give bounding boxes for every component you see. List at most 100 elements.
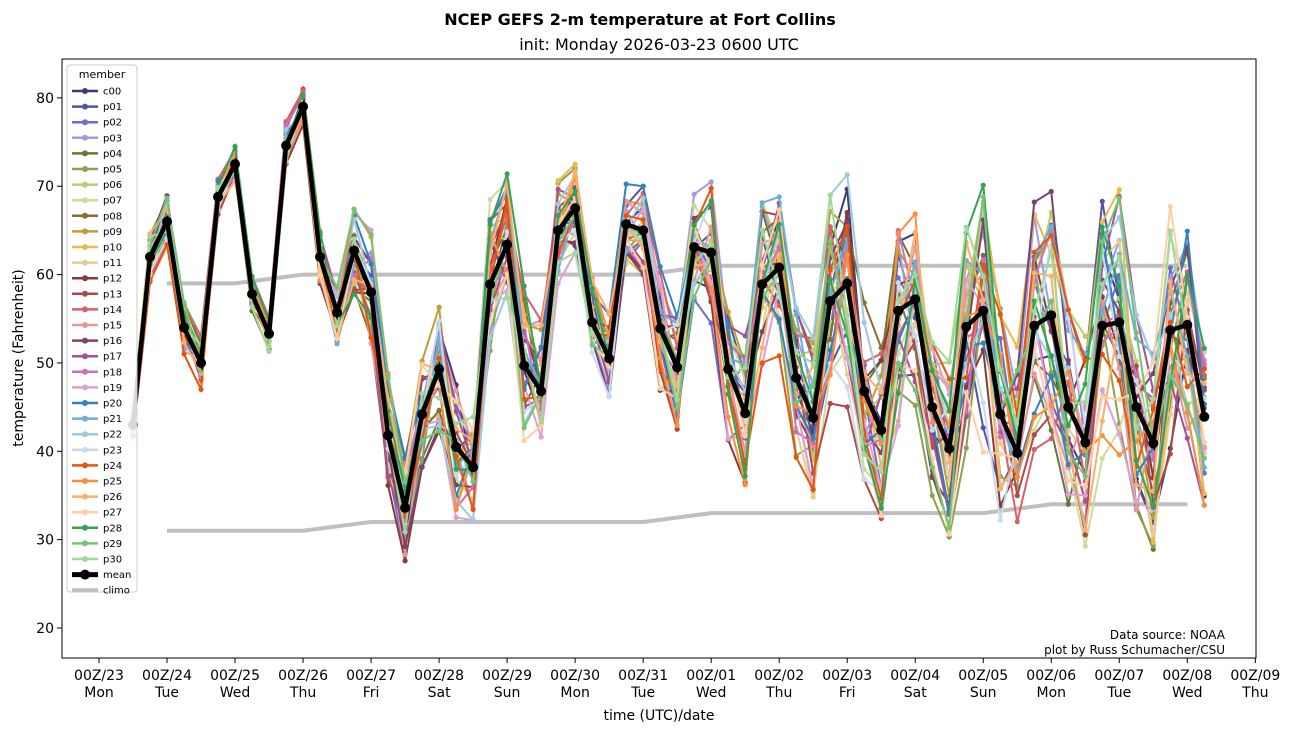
- mean-line: [130, 98, 1207, 509]
- x-tick-label: 00Z/06: [1026, 668, 1076, 684]
- member-point: [504, 171, 510, 177]
- member-point: [1150, 539, 1156, 545]
- member-point: [538, 344, 544, 350]
- member-point: [759, 262, 765, 268]
- member-point: [1082, 484, 1088, 490]
- member-point: [912, 402, 918, 408]
- legend-marker-p26: [82, 493, 88, 500]
- legend-marker-p13: [82, 290, 88, 297]
- member-point: [776, 303, 782, 309]
- mean-point: [1131, 402, 1142, 413]
- mean-point: [162, 216, 173, 227]
- member-point: [436, 355, 442, 361]
- y-tick-label: 20: [36, 621, 54, 637]
- legend-label-climo: climo: [103, 586, 130, 597]
- mean-point: [774, 262, 785, 273]
- member-point: [895, 390, 901, 396]
- mean-point: [723, 364, 734, 375]
- legend-label-p25: p25: [103, 477, 122, 488]
- member-point: [266, 348, 272, 355]
- member-point: [844, 404, 850, 410]
- mean-point: [740, 408, 751, 419]
- member-point: [1167, 228, 1173, 234]
- mean-point: [179, 322, 190, 333]
- legend-label-p17: p17: [103, 352, 122, 363]
- climo-low-line: [167, 502, 1188, 533]
- member-point: [164, 195, 170, 201]
- mean-point: [451, 441, 462, 452]
- member-point: [538, 423, 544, 429]
- member-point: [759, 329, 765, 335]
- member-point: [1201, 366, 1207, 372]
- member-point: [912, 367, 918, 374]
- member-point: [657, 355, 663, 361]
- member-point: [1082, 532, 1088, 538]
- member-point: [946, 477, 952, 484]
- member-point: [980, 297, 986, 303]
- legend-marker-p04: [82, 150, 88, 157]
- member-point: [997, 486, 1003, 492]
- legend-marker-p23: [82, 446, 88, 453]
- member-point: [1048, 188, 1054, 195]
- member-point: [1065, 423, 1071, 429]
- legend-marker-p19: [82, 384, 88, 391]
- member-point: [402, 479, 408, 485]
- member-point: [1167, 411, 1173, 418]
- legend-marker-p15: [82, 322, 88, 328]
- member-point: [827, 224, 833, 230]
- member-point: [1133, 482, 1139, 488]
- member-point: [436, 304, 442, 310]
- member-point: [1201, 345, 1207, 351]
- member-point: [1167, 279, 1173, 285]
- x-tick-day-label: Thu: [765, 685, 792, 701]
- member-point: [436, 395, 442, 401]
- member-point: [538, 418, 544, 425]
- member-point: [147, 233, 153, 240]
- member-point: [351, 287, 357, 294]
- member-line: [132, 93, 1206, 511]
- legend-label-c00: c00: [103, 87, 121, 98]
- legend-label-p13: p13: [103, 289, 122, 300]
- member-point: [1150, 546, 1156, 552]
- member-point: [776, 194, 782, 200]
- mean-point: [876, 425, 887, 436]
- member-point: [810, 360, 816, 366]
- member-point: [1116, 378, 1122, 384]
- member-point: [453, 472, 459, 478]
- member-point: [895, 423, 901, 429]
- member-point: [1201, 439, 1207, 445]
- member-point: [929, 474, 935, 481]
- mean-point: [519, 360, 530, 371]
- member-point: [1065, 477, 1071, 484]
- member-point: [1133, 377, 1139, 384]
- member-point: [555, 178, 561, 184]
- member-point: [1014, 344, 1020, 350]
- member-point: [1133, 498, 1139, 504]
- legend: member c00 p01 p02 p03 p04 p05 p06 p07 p08 p09 p10 p…: [66, 64, 138, 597]
- member-point: [980, 399, 986, 406]
- member-point: [1031, 371, 1037, 377]
- member-point: [742, 482, 748, 488]
- legend-label-p12: p12: [103, 274, 122, 285]
- member-point: [504, 271, 510, 277]
- legend-label-p15: p15: [103, 321, 122, 332]
- legend-label-p16: p16: [103, 336, 122, 347]
- member-point: [929, 427, 935, 433]
- x-tick-day-label: Mon: [560, 685, 590, 701]
- member-point: [980, 340, 986, 346]
- member-point: [317, 272, 323, 278]
- x-axis-label: time (UTC)/date: [603, 708, 714, 724]
- member-point: [980, 449, 986, 455]
- member-point: [402, 558, 408, 564]
- member-point: [402, 552, 408, 558]
- member-point: [810, 435, 816, 442]
- member-point: [912, 229, 918, 235]
- member-point: [1031, 249, 1037, 255]
- member-line: [132, 87, 1206, 524]
- member-point: [810, 383, 816, 390]
- member-point: [453, 408, 459, 414]
- member-point: [1099, 455, 1105, 461]
- mean-point: [927, 402, 938, 413]
- member-point: [1133, 358, 1139, 365]
- member-point: [1082, 473, 1088, 479]
